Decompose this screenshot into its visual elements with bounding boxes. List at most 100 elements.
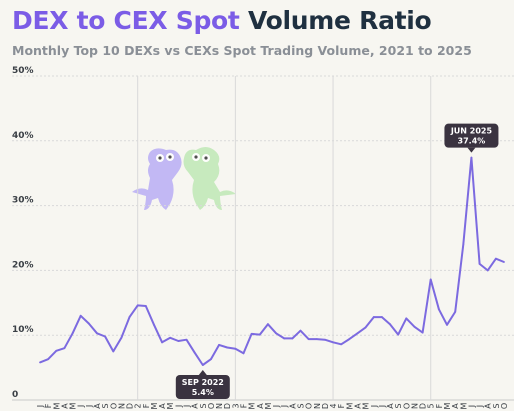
data-point xyxy=(96,332,98,335)
callout-date: JUN 2025 xyxy=(450,127,493,136)
x-tick-label: A xyxy=(60,403,69,409)
data-point xyxy=(218,344,220,346)
x-tick-label: J xyxy=(77,405,86,408)
y-tick-label: 0 xyxy=(12,390,18,400)
mascot-illustration xyxy=(132,147,236,210)
data-point xyxy=(47,358,50,361)
x-tick-label: J xyxy=(280,405,289,408)
data-point xyxy=(299,329,302,332)
callout-box xyxy=(444,123,499,148)
data-point xyxy=(283,337,286,340)
x-tick-label: A xyxy=(386,403,395,409)
callout-value: 37.4% xyxy=(458,137,486,146)
x-tick-label: M xyxy=(52,402,61,409)
x-tick-label: S xyxy=(394,403,403,408)
x-tick-label: M xyxy=(362,402,371,409)
x-tick-label: F xyxy=(142,403,151,408)
x-tick-label: O xyxy=(500,403,509,409)
x-tick-label: N xyxy=(410,403,419,409)
x-tick-label: S xyxy=(101,403,110,408)
data-point xyxy=(193,351,196,354)
x-tick-label: D xyxy=(419,403,428,409)
data-point xyxy=(104,335,107,338)
data-point xyxy=(462,243,465,246)
green-mascot xyxy=(183,147,236,210)
data-point xyxy=(356,332,359,335)
x-tick-label: O xyxy=(402,403,411,409)
x-tick-label: A xyxy=(451,403,460,409)
x-tick-label: O xyxy=(109,403,118,409)
data-point xyxy=(144,305,147,307)
data-point xyxy=(267,323,269,326)
x-tick-label: F xyxy=(44,403,53,408)
data-point xyxy=(291,337,294,340)
x-tick-label: S xyxy=(199,403,208,408)
data-point xyxy=(315,338,318,340)
data-point xyxy=(413,325,416,328)
data-point xyxy=(71,332,74,335)
x-tick-label: A xyxy=(256,403,265,409)
x-tick-label: O xyxy=(207,403,216,409)
data-point xyxy=(210,358,212,361)
data-point xyxy=(79,314,82,317)
data-point xyxy=(364,326,367,329)
data-point xyxy=(437,308,440,311)
data-point xyxy=(389,323,391,326)
x-tick-label: N xyxy=(313,403,322,409)
x-tick-label: M xyxy=(345,402,354,409)
data-point xyxy=(324,338,326,341)
x-tick-label: F xyxy=(240,403,249,408)
data-point xyxy=(397,333,400,336)
x-tick-label: A xyxy=(353,403,362,409)
x-tick-label: M xyxy=(69,402,78,409)
data-point xyxy=(55,349,58,352)
x-tick-label: M xyxy=(443,402,452,409)
x-tick-label: D xyxy=(321,403,330,409)
data-point xyxy=(201,364,204,366)
chart-grid xyxy=(12,75,514,401)
data-point xyxy=(405,317,408,320)
data-point xyxy=(169,336,172,339)
x-tick-label: 5 xyxy=(427,403,436,408)
data-point xyxy=(226,346,229,349)
data-point xyxy=(470,156,473,159)
data-point xyxy=(128,316,131,318)
chart-title-accent: DEX to CEX Spot xyxy=(12,6,240,35)
x-tick-label: 2 xyxy=(134,403,143,408)
x-tick-label: A xyxy=(484,403,493,409)
x-tick-label: F xyxy=(435,403,444,408)
x-tick-label: N xyxy=(117,403,126,409)
x-tick-label: 4 xyxy=(329,403,338,408)
data-point xyxy=(136,304,139,307)
data-point xyxy=(120,336,123,339)
data-point xyxy=(503,261,505,263)
x-tick-label: J xyxy=(370,405,379,408)
callout-pointer xyxy=(198,370,207,376)
data-point xyxy=(446,323,448,326)
x-tick-label: J xyxy=(174,405,183,408)
purple-mascot xyxy=(132,148,182,210)
data-point xyxy=(380,316,383,318)
data-point xyxy=(340,343,343,346)
data-point xyxy=(39,361,41,364)
x-tick-label: A xyxy=(93,403,102,409)
data-point xyxy=(454,310,457,313)
x-tick-label: D xyxy=(126,403,135,409)
x-tick-label: M xyxy=(248,402,257,409)
x-tick-label: J xyxy=(272,405,281,408)
data-point xyxy=(429,278,432,281)
series-line xyxy=(39,156,505,366)
data-series xyxy=(39,156,505,366)
y-axis: 0 10% 20% 30% 40% 50% xyxy=(12,66,34,400)
callout-pointer xyxy=(467,147,476,153)
data-point xyxy=(250,333,253,335)
data-point xyxy=(478,263,481,265)
y-tick-label: 10% xyxy=(12,325,34,335)
y-tick-label: 20% xyxy=(12,260,34,270)
data-point xyxy=(161,341,164,344)
y-tick-label: 40% xyxy=(12,131,34,141)
x-tick-label: F xyxy=(337,403,346,408)
data-point xyxy=(185,338,188,341)
data-point xyxy=(258,333,261,336)
